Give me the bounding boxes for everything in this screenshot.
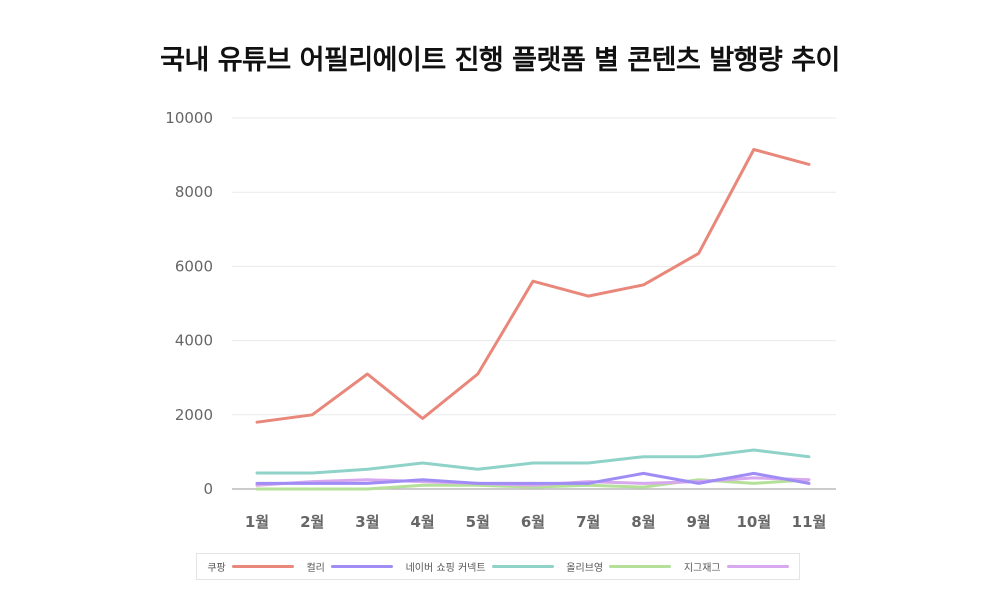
x-tick-label: 7월 bbox=[576, 513, 600, 531]
legend-item-kurly[interactable]: 컬리 bbox=[306, 559, 393, 574]
y-tick-label: 2000 bbox=[175, 406, 213, 424]
series-line-2[interactable] bbox=[255, 448, 811, 475]
legend-swatch bbox=[491, 565, 554, 568]
y-tick-label: 8000 bbox=[175, 183, 213, 201]
x-tick-label: 1월 bbox=[245, 513, 269, 531]
legend-label: 네이버 쇼핑 커넥트 bbox=[405, 563, 486, 574]
y-tick-label: 4000 bbox=[175, 332, 213, 350]
legend-swatch bbox=[609, 565, 672, 568]
x-tick-label: 8월 bbox=[631, 513, 655, 531]
y-tick-label: 10000 bbox=[165, 109, 213, 127]
x-tick-label: 5월 bbox=[466, 513, 490, 531]
x-tick-label: 10월 bbox=[736, 513, 771, 531]
legend-swatch bbox=[726, 565, 789, 568]
series-lines bbox=[255, 148, 811, 491]
series-line-1[interactable] bbox=[255, 471, 811, 485]
legend: 쿠팡 컬리 네이버 쇼핑 커넥트 올리브영 지그재그 bbox=[196, 553, 800, 580]
legend-label: 지그재그 bbox=[683, 563, 721, 574]
legend-item-zigzag[interactable]: 지그재그 bbox=[684, 559, 789, 574]
legend-swatch bbox=[330, 565, 393, 568]
legend-item-coupang[interactable]: 쿠팡 bbox=[207, 559, 294, 574]
x-tick-label: 3월 bbox=[355, 513, 379, 531]
y-tick-label: 0 bbox=[203, 480, 213, 498]
chart-title: 국내 유튜브 어필리에이트 진행 플랫폼 별 콘텐츠 발행량 추이 bbox=[160, 45, 840, 76]
x-tick-label: 4월 bbox=[410, 513, 434, 531]
legend-label: 쿠팡 bbox=[207, 563, 226, 574]
grid-lines bbox=[232, 117, 836, 490]
x-axis-ticks: 1월 2월 3월 4월 5월 6월 7월 8월 9월 10월 11월 bbox=[245, 513, 826, 531]
legend-item-oliveyoung[interactable]: 올리브영 bbox=[566, 559, 672, 574]
legend-swatch bbox=[231, 565, 294, 568]
x-tick-label: 2월 bbox=[300, 513, 324, 531]
y-axis-ticks: 10000 8000 6000 4000 2000 0 bbox=[165, 109, 213, 498]
x-tick-label: 9월 bbox=[686, 513, 710, 531]
line-chart: 10000 8000 6000 4000 2000 0 1월 2월 3월 4월 5월 6월 7월 8월 9… bbox=[165, 109, 836, 531]
y-tick-label: 6000 bbox=[175, 257, 213, 275]
series-line-0[interactable] bbox=[255, 148, 811, 424]
x-tick-label: 6월 bbox=[521, 513, 545, 531]
legend-label: 컬리 bbox=[306, 563, 325, 574]
legend-item-naver-shopping-connect[interactable]: 네이버 쇼핑 커넥트 bbox=[406, 559, 554, 574]
legend-label: 올리브영 bbox=[566, 563, 604, 574]
x-tick-label: 11월 bbox=[792, 513, 827, 531]
